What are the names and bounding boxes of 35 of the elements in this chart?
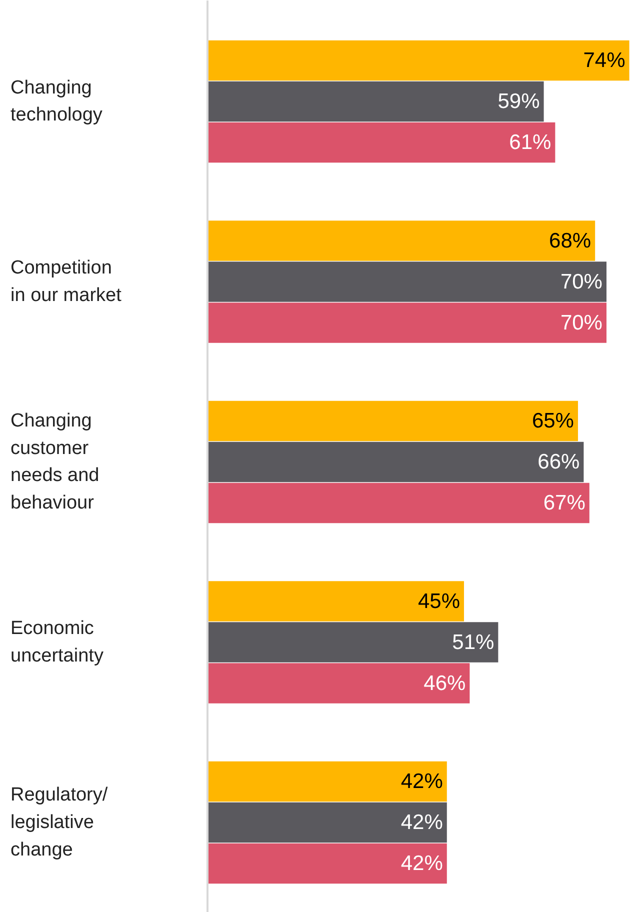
data-label: 66%	[538, 450, 580, 474]
bar	[208, 302, 606, 343]
bar	[208, 262, 606, 302]
bar	[208, 442, 584, 482]
y-tick-label: Changing customer needs and behaviour	[10, 410, 100, 514]
data-label: 42%	[400, 811, 443, 834]
data-label: 46%	[424, 672, 466, 695]
bar	[208, 40, 630, 81]
y-tick-label: Regulatory/ legislative change	[10, 784, 108, 860]
y-tick-label: Economic uncertainty	[10, 618, 104, 666]
bar	[208, 663, 470, 704]
bar	[208, 122, 556, 163]
data-label: 68%	[549, 229, 592, 252]
data-label: 70%	[560, 270, 602, 294]
y-tick-label: Competition in our market	[10, 258, 122, 306]
data-label: 59%	[498, 90, 540, 113]
data-label: 61%	[509, 131, 552, 154]
data-label: 67%	[543, 492, 586, 514]
bar	[208, 802, 447, 843]
data-label: 42%	[400, 852, 443, 875]
data-label: 70%	[560, 311, 602, 334]
bar	[208, 81, 544, 122]
bar	[208, 581, 464, 622]
data-label: 42%	[400, 770, 443, 793]
data-label: 65%	[532, 410, 574, 432]
bar	[208, 400, 578, 442]
y-tick-label: Changing technology	[10, 77, 103, 126]
bar	[208, 220, 596, 261]
bar	[208, 482, 590, 524]
bar	[208, 622, 498, 662]
data-label: 45%	[418, 590, 460, 613]
data-label: 74%	[583, 49, 626, 72]
data-label: 51%	[452, 630, 494, 654]
bar	[208, 761, 447, 802]
bar	[208, 843, 447, 884]
